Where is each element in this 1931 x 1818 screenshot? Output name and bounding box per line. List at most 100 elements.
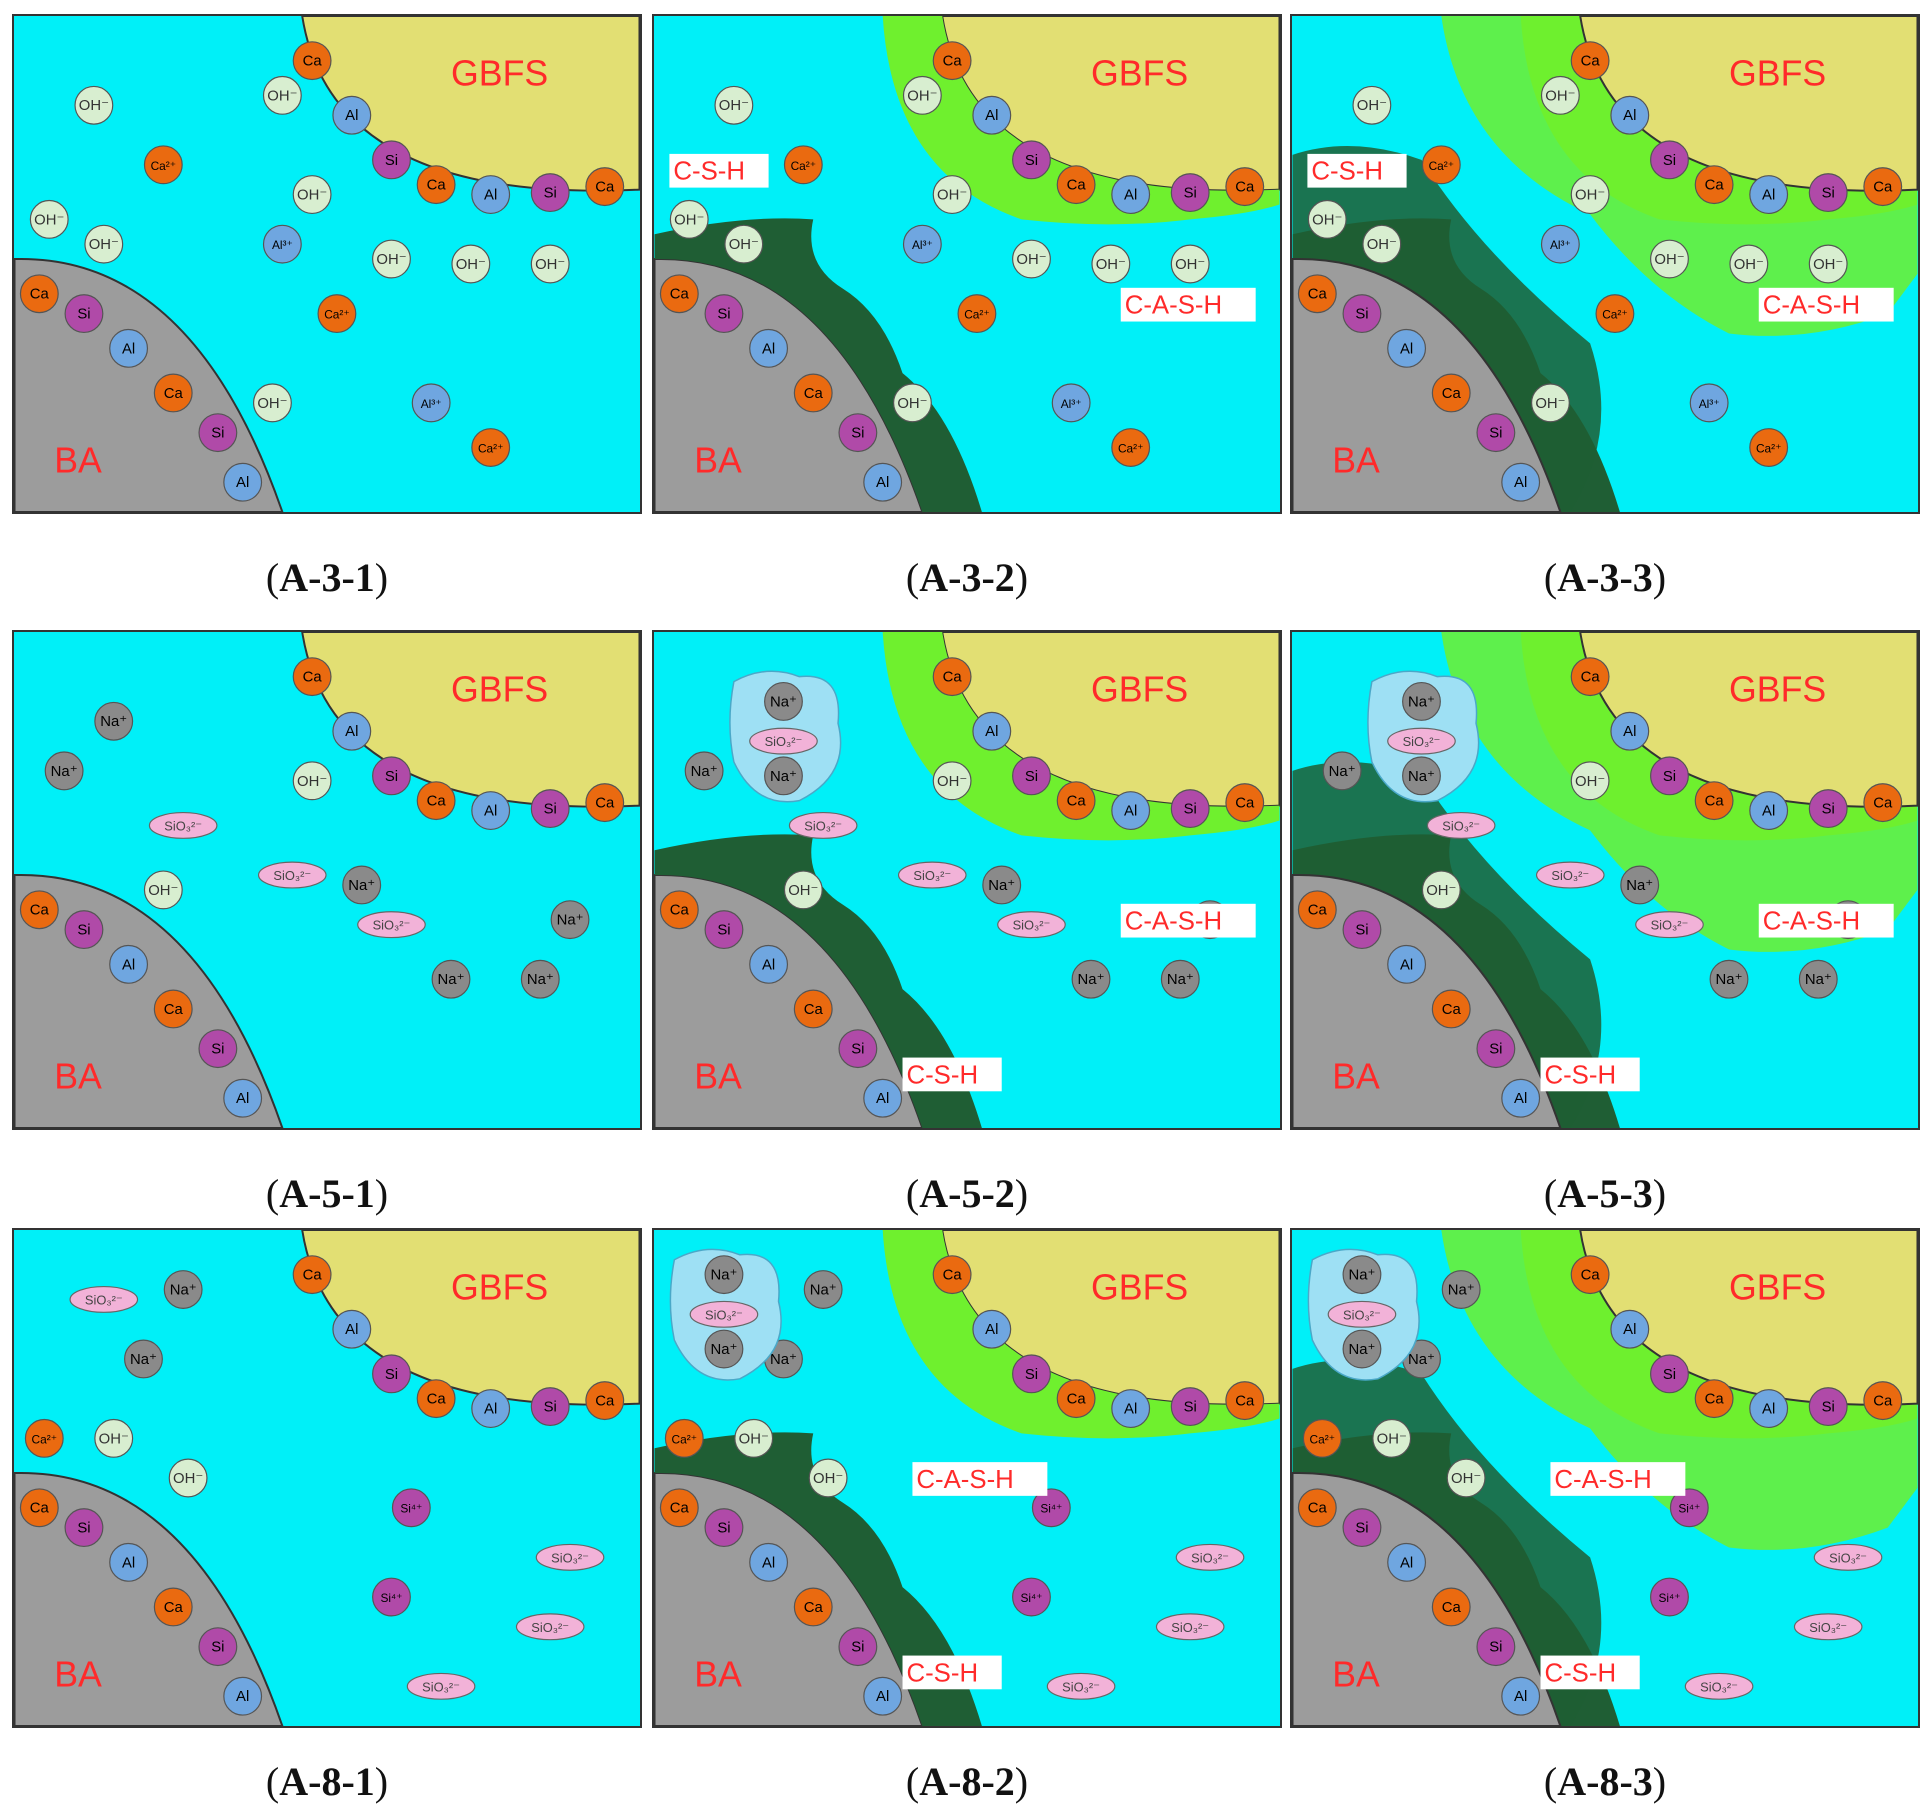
silicate-ion-shape [357, 911, 426, 939]
oh-ion-shape [1540, 75, 1580, 115]
ion-ca: Ca [1297, 274, 1337, 314]
ca-ion-label: Ca [164, 1600, 184, 1616]
csh-label: C-S-H [1307, 153, 1407, 188]
ca-ion-shape [1056, 781, 1096, 821]
ion-si: Si [372, 140, 411, 180]
ca-ion-shape [659, 274, 699, 314]
csh-gel [654, 1432, 982, 1726]
oh-ion-shape [372, 239, 411, 279]
silicate-ion-shape [1426, 811, 1496, 839]
caption-label: A-3-2 [919, 555, 1015, 600]
oh-ion-shape [1650, 239, 1689, 279]
ion-al: Al [1749, 791, 1789, 831]
ion-ca2: Ca²⁺ [471, 428, 511, 467]
na-ion-label: Na⁺ [711, 1268, 738, 1284]
ion-si: Si [198, 413, 238, 453]
na-ion-shape [520, 959, 560, 999]
csh-label-text: C-S-H [1311, 158, 1383, 186]
ion-al3: Al³⁺ [262, 224, 302, 264]
csh-label-text: C-S-H [906, 1659, 978, 1687]
cash-label-text: C-A-S-H [1125, 292, 1222, 320]
ion-si: Si [198, 1627, 238, 1667]
ca-ion-label: Ca [1235, 1394, 1255, 1410]
si-ion-shape [1476, 1627, 1516, 1667]
si4-ion-label: Si⁴⁺ [1040, 1502, 1062, 1516]
ion-si: Si [1476, 1627, 1516, 1667]
ion-oh: OH⁻ [1307, 199, 1347, 239]
ion-oh: OH⁻ [530, 244, 570, 284]
oh-ion-shape [669, 199, 709, 239]
na-ion-label: Na⁺ [770, 694, 797, 710]
al-ion-label: Al [762, 957, 775, 973]
al-ion-label: Al [236, 475, 249, 491]
ion-ca: Ca [292, 657, 332, 697]
ca-ion-shape [932, 41, 972, 81]
ca2-ion-shape [957, 294, 997, 334]
cash-label-box [1758, 903, 1894, 938]
silicate-ion-shape [257, 861, 327, 889]
cell-a-3-2: GBFS BA Ca Al Si Ca Al Si Ca Ca Si Al Ca Si Al OH⁻ Ca²⁺ O… [652, 14, 1282, 614]
diagram-a-8-2: GBFS BA Ca Al Si Ca Al Si Ca Ca Si Al Ca Si Al SiO₃²⁻ Na… [654, 1230, 1280, 1726]
ion-sio: SiO₃²⁻ [1155, 1613, 1225, 1641]
ion-si4: Si⁴⁺ [1012, 1577, 1051, 1617]
ion-oh: OH⁻ [1170, 244, 1210, 284]
silicate-ion-shape [897, 861, 967, 889]
oh-ion-label: OH⁻ [937, 188, 967, 204]
ion-ca: Ca [19, 890, 59, 930]
al-ion-label: Al [1124, 1402, 1137, 1418]
ca-ion-shape [153, 989, 193, 1029]
silicate-ion-label: SiO₃²⁻ [1651, 918, 1689, 933]
ion-si: Si [1650, 140, 1689, 180]
ca2-ion-shape [664, 1418, 704, 1458]
ion-ca: Ca [932, 1255, 972, 1295]
csh-label-box [902, 1655, 1002, 1690]
ca-ion-label: Ca [1235, 796, 1255, 812]
na-ion-label: Na⁺ [527, 972, 554, 988]
al-ion-label: Al [762, 341, 775, 357]
na-ion-shape [764, 756, 803, 796]
na-ion-shape [1441, 1270, 1481, 1309]
al-ion-shape [223, 1078, 263, 1118]
na-ion-shape [1709, 959, 1749, 999]
ca-ion-label: Ca [943, 54, 963, 70]
si-ion-shape [1808, 1387, 1848, 1427]
diagram-a-3-3: GBFSBAGBFSBACaAlSiCaAlSiCaCaSiAlCaSiAlOH… [1292, 16, 1918, 512]
ion-si: Si [1170, 789, 1210, 829]
ion-si: Si [64, 294, 104, 334]
silicate-ion-label: SiO₃²⁻ [804, 818, 842, 833]
ca-ion-label: Ca [1067, 794, 1087, 810]
caption-label: A-5-1 [279, 1171, 375, 1216]
ion-ca: Ca [292, 1255, 332, 1295]
ca-ion-label: Ca [1235, 180, 1255, 196]
panel-a-5-1: GBFS BA Ca Al Si Ca Al Si Ca Ca Si Al Ca Si Al Na⁺ Na⁺ Si… [12, 630, 642, 1130]
na-ion-shape [982, 865, 1022, 905]
oh-ion-label: OH⁻ [297, 188, 327, 204]
oh-ion-label: OH⁻ [719, 98, 749, 114]
oh-ion-label: OH⁻ [297, 774, 327, 790]
caption-label: A-8-1 [279, 1759, 375, 1804]
gbfs-label: GBFS [1729, 1267, 1826, 1307]
silicate-ion-shape [1155, 1613, 1225, 1641]
al-ion-shape [749, 944, 789, 984]
ca-ion-label: Ca [1067, 178, 1087, 194]
ion-sio: SiO₃²⁻ [1046, 1672, 1116, 1700]
ion-al: Al [749, 944, 789, 984]
ba-label: BA [694, 1056, 742, 1096]
ion-oh: OH⁻ [932, 175, 972, 215]
ca2-ion-label: Ca²⁺ [1118, 441, 1143, 455]
ion-oh: OH⁻ [1421, 870, 1461, 910]
si-ion-label: Si [717, 923, 730, 939]
ca-ion-shape [1225, 167, 1265, 207]
ion-na: Na⁺ [44, 751, 84, 791]
al-ion-label: Al [1514, 1689, 1527, 1705]
ion-oh: OH⁻ [84, 224, 124, 264]
oh-ion-label: OH⁻ [148, 883, 178, 899]
csh-label-text: C-S-H [906, 1061, 978, 1089]
csh-label-text: C-S-H [673, 158, 745, 186]
ion-na: Na⁺ [704, 1255, 744, 1295]
si-ion-label: Si [385, 769, 398, 785]
ca-ion-label: Ca [1442, 386, 1462, 402]
oh-ion-label: OH⁻ [1654, 252, 1684, 268]
ca-ion-shape [1431, 1587, 1471, 1627]
caption-label: A-8-3 [1557, 1759, 1653, 1804]
